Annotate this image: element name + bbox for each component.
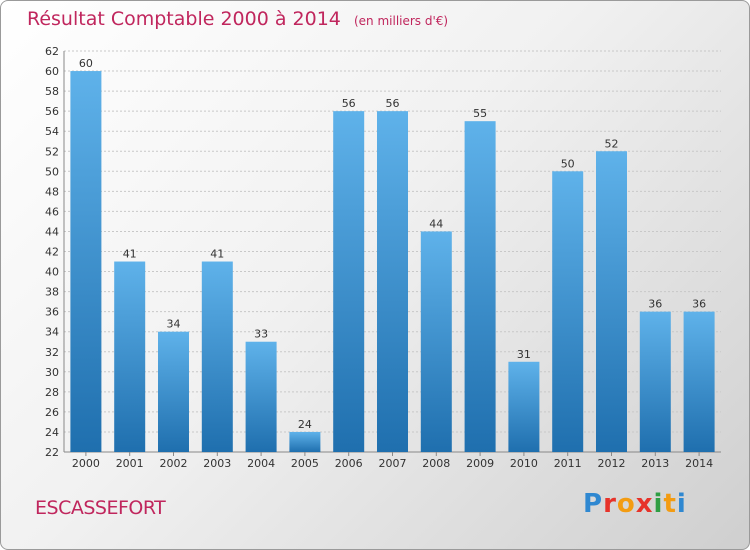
bar[interactable] (508, 361, 540, 452)
data-label: 24 (298, 418, 312, 431)
data-label: 41 (210, 248, 224, 261)
y-tick-label: 58 (45, 85, 59, 98)
y-tick-label: 48 (45, 185, 59, 198)
x-tick-label: 2012 (598, 457, 626, 470)
bar[interactable] (683, 311, 715, 452)
y-tick-label: 46 (45, 205, 59, 218)
logo-letter: x (635, 489, 654, 519)
y-tick-label: 40 (45, 266, 59, 279)
logo-letter: i (676, 489, 687, 519)
bar[interactable] (420, 231, 452, 452)
logo-letter: t (663, 489, 677, 519)
bar[interactable] (70, 71, 102, 453)
bar[interactable] (245, 341, 277, 452)
y-tick-label: 36 (45, 306, 59, 319)
x-tick-label: 2004 (247, 457, 275, 470)
bar[interactable] (552, 171, 584, 453)
data-label: 44 (429, 217, 443, 230)
y-tick-label: 54 (45, 125, 59, 138)
title-row: Résultat Comptable 2000 à 2014 (en milli… (27, 8, 448, 30)
y-tick-label: 24 (45, 426, 59, 439)
y-tick-label: 62 (45, 45, 59, 58)
chart-title: Résultat Comptable 2000 à 2014 (27, 8, 341, 30)
chart-subtitle: (en milliers d'€) (353, 14, 449, 28)
y-tick-label: 28 (45, 386, 59, 399)
data-label: 52 (605, 137, 619, 150)
bar-layer: 60 41 34 41 33 24 56 56 44 55 31 50 52 36 36 (70, 57, 715, 453)
logo-letter: o (616, 489, 636, 519)
bar[interactable] (596, 151, 627, 452)
bar[interactable] (333, 111, 365, 453)
y-tick-label: 30 (45, 366, 59, 379)
x-tick-label: 2000 (72, 457, 100, 470)
axis-layer: 22 24 26 28 30 32 34 36 38 40 42 44 46 48 50 52 54 56 58 60… (45, 45, 721, 470)
commune-name: ESCASSEFORT (35, 497, 166, 519)
x-tick-label: 2001 (116, 457, 144, 470)
y-tick-label: 52 (45, 145, 59, 158)
bar[interactable] (639, 311, 671, 452)
x-tick-label: 2003 (203, 457, 231, 470)
y-tick-label: 22 (45, 446, 59, 459)
data-label: 56 (386, 97, 400, 110)
data-label: 50 (561, 157, 575, 170)
logo-letter: P (583, 489, 604, 519)
y-tick-label: 60 (45, 65, 59, 78)
bar[interactable] (377, 111, 408, 453)
x-tick-label: 2006 (335, 457, 363, 470)
data-label: 31 (517, 348, 531, 361)
data-label: 56 (342, 97, 356, 110)
x-tick-label: 2009 (466, 457, 494, 470)
bar[interactable] (289, 431, 321, 452)
x-tick-label: 2011 (554, 457, 582, 470)
x-tick-label: 2008 (422, 457, 450, 470)
x-tick-label: 2013 (641, 457, 669, 470)
data-label: 41 (123, 248, 137, 261)
logo-letter: i (653, 489, 664, 519)
y-tick-label: 32 (45, 346, 59, 359)
y-tick-label: 34 (45, 326, 59, 339)
logo-letter: r (603, 489, 617, 519)
data-label: 36 (648, 298, 662, 311)
y-tick-label: 56 (45, 105, 59, 118)
y-tick-label: 44 (45, 225, 59, 238)
proxiti-logo[interactable]: Proxiti (583, 489, 687, 519)
x-tick-label: 2007 (379, 457, 407, 470)
data-label: 55 (473, 107, 487, 120)
x-tick-label: 2014 (685, 457, 713, 470)
bar[interactable] (464, 121, 496, 453)
data-label: 36 (692, 298, 706, 311)
x-tick-label: 2010 (510, 457, 538, 470)
y-tick-label: 50 (45, 165, 59, 178)
x-tick-label: 2002 (160, 457, 188, 470)
y-tick-label: 26 (45, 406, 59, 419)
bar[interactable] (201, 261, 233, 452)
x-tick-label: 2005 (291, 457, 319, 470)
bar[interactable] (158, 331, 189, 452)
y-tick-label: 42 (45, 246, 59, 259)
y-tick-label: 38 (45, 286, 59, 299)
data-label: 60 (79, 57, 93, 70)
data-label: 33 (254, 328, 268, 341)
data-label: 34 (167, 318, 181, 331)
bar[interactable] (114, 261, 146, 452)
